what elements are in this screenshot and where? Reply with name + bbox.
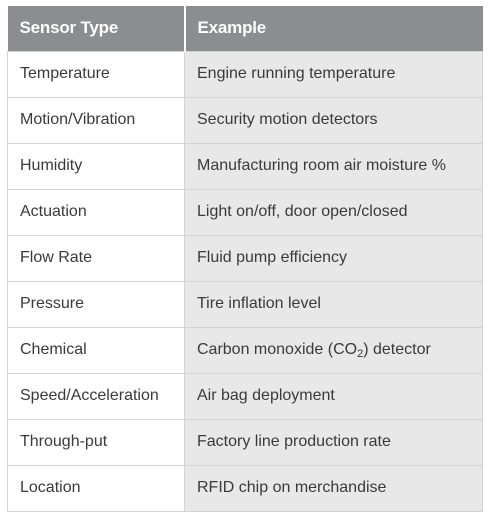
example-cell: RFID chip on merchandise: [184, 464, 483, 512]
example-cell: Factory line production rate: [184, 418, 483, 465]
sensor-type-cell: Pressure: [7, 280, 185, 327]
table-row: Pressure Tire inflation level: [7, 280, 483, 327]
example-cell: Light on/off, door open/closed: [184, 188, 483, 235]
example-text-before: Carbon monoxide (CO: [197, 341, 358, 358]
sensor-type-cell: Temperature: [7, 50, 185, 97]
example-cell: Fluid pump efficiency: [184, 234, 483, 281]
sensor-type-cell: Chemical: [7, 326, 185, 373]
example-cell: Security motion detectors: [184, 96, 483, 143]
sensor-type-cell: Through-put: [7, 418, 185, 465]
sensor-type-cell: Actuation: [7, 188, 185, 235]
example-cell: Air bag deployment: [184, 372, 483, 419]
table-row: Motion/Vibration Security motion detecto…: [7, 96, 483, 143]
table-row: Chemical Carbon monoxide (CO2) detector: [7, 326, 483, 373]
table-row: Through-put Factory line production rate: [7, 418, 483, 465]
table-row: Temperature Engine running temperature: [7, 50, 483, 97]
sensor-type-cell: Location: [7, 464, 185, 512]
table-header-row: Sensor Type Example: [7, 6, 483, 51]
example-cell: Manufacturing room air moisture %: [184, 142, 483, 189]
sensor-table-container: Sensor Type Example Temperature Engine r…: [7, 6, 483, 512]
example-cell: Tire inflation level: [184, 280, 483, 327]
table-row: Flow Rate Fluid pump efficiency: [7, 234, 483, 281]
example-cell: Carbon monoxide (CO2) detector: [184, 326, 483, 373]
sensor-type-cell: Flow Rate: [7, 234, 185, 281]
example-cell: Engine running temperature: [184, 50, 483, 97]
table-row: Actuation Light on/off, door open/closed: [7, 188, 483, 235]
example-text-after: ) detector: [363, 341, 431, 358]
table-row: Location RFID chip on merchandise: [7, 464, 483, 512]
sensor-type-cell: Humidity: [7, 142, 185, 189]
subscript-2: 2: [357, 348, 364, 360]
header-example: Example: [183, 6, 483, 51]
sensor-type-cell: Speed/Acceleration: [7, 372, 185, 419]
sensor-type-cell: Motion/Vibration: [7, 96, 185, 143]
header-sensor-type: Sensor Type: [7, 6, 185, 51]
table-row: Humidity Manufacturing room air moisture…: [7, 142, 483, 189]
sensor-table: Sensor Type Example Temperature Engine r…: [7, 6, 483, 512]
table-row: Speed/Acceleration Air bag deployment: [7, 372, 483, 419]
